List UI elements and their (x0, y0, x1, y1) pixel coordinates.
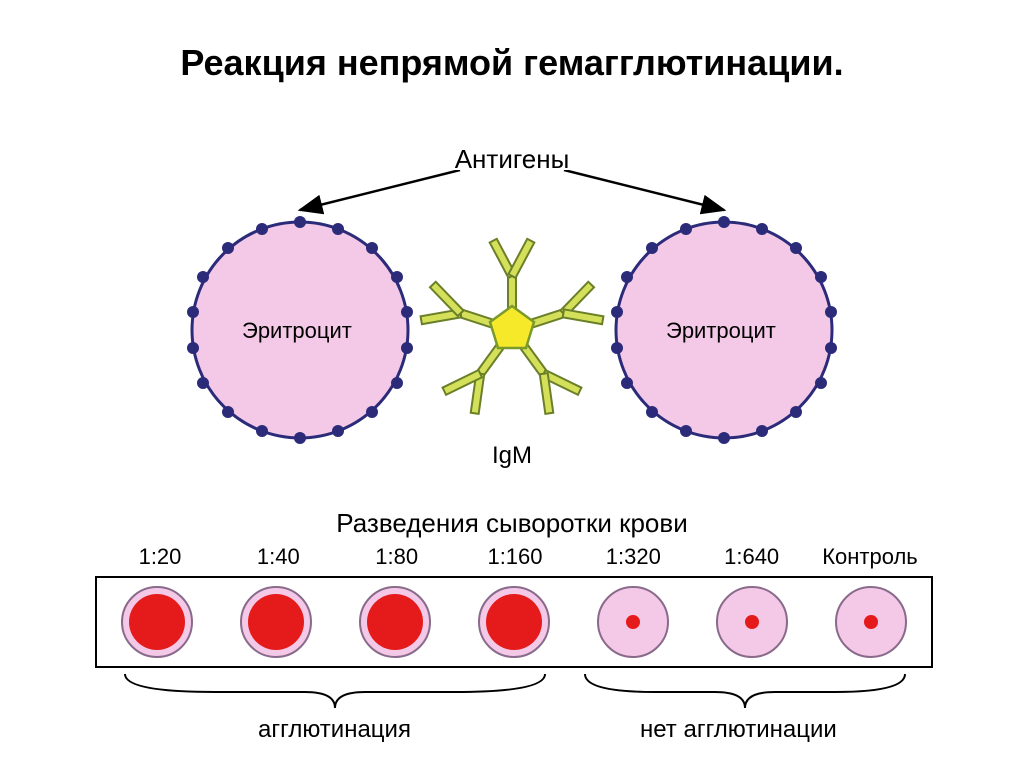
agglutination-label: агглютинация (258, 716, 411, 744)
well-3 (478, 586, 550, 658)
well-4 (597, 586, 669, 658)
dilution-4: 1:320 (578, 544, 688, 570)
well-inner-3 (486, 594, 542, 650)
dilution-1: 1:40 (223, 544, 333, 570)
brackets (95, 668, 933, 718)
well-6 (835, 586, 907, 658)
arrow-left (300, 170, 460, 210)
well-inner-0 (129, 594, 185, 650)
no-agglutination-label: нет агглютинации (640, 716, 837, 744)
page-title: Реакция непрямой гемагглютинации. (0, 42, 1024, 84)
serum-dilution-label: Разведения сыворотки крови (0, 508, 1024, 539)
igm-label: IgM (0, 442, 1024, 470)
well-5 (716, 586, 788, 658)
arrow-right (564, 170, 724, 210)
dilution-2: 1:80 (342, 544, 452, 570)
wells-box (95, 576, 933, 668)
erythrocyte-right-label: Эритроцит (666, 318, 776, 344)
bracket-agglutination (125, 674, 545, 708)
well-inner-4 (626, 615, 640, 629)
dilution-5: 1:640 (697, 544, 807, 570)
well-1 (240, 586, 312, 658)
well-0 (121, 586, 193, 658)
well-inner-6 (864, 615, 878, 629)
dilution-3: 1:160 (460, 544, 570, 570)
dilution-0: 1:20 (105, 544, 215, 570)
dilutions-row: 1:20 1:40 1:80 1:160 1:320 1:640 Контрол… (105, 544, 925, 570)
igm-molecule (418, 239, 605, 417)
top-diagram (120, 170, 904, 470)
well-inner-5 (745, 615, 759, 629)
well-inner-2 (367, 594, 423, 650)
bracket-no-agglutination (585, 674, 905, 708)
erythrocyte-left-label: Эритроцит (242, 318, 352, 344)
well-inner-1 (248, 594, 304, 650)
dilution-6: Контроль (815, 544, 925, 570)
well-2 (359, 586, 431, 658)
